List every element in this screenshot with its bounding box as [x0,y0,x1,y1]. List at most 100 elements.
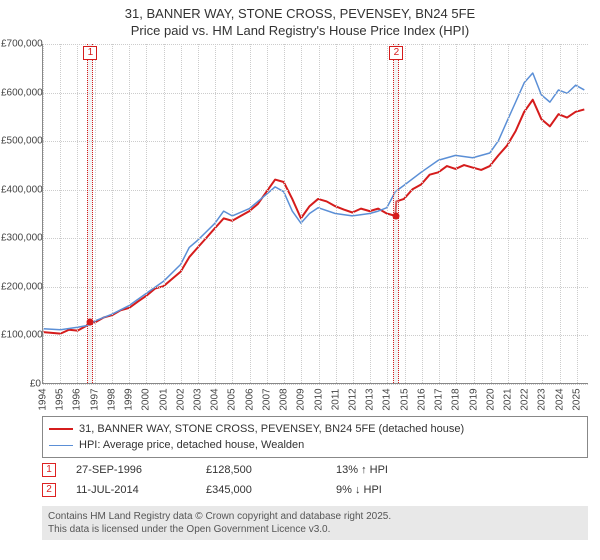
sales-table: 1 27-SEP-1996£128,50013% ↑ HPI 2 11-JUL-201… [42,460,588,500]
x-gridline [284,44,285,383]
event-marker-box: 1 [83,46,97,60]
x-gridline [232,44,233,383]
y-tick-label: £300,000 [1,233,41,244]
x-gridline [353,44,354,383]
footer-line-2: This data is licensed under the Open Gov… [48,523,582,536]
x-tick-label: 2020 [485,388,496,410]
legend-row: 31, BANNER WAY, STONE CROSS, PEVENSEY, B… [49,421,581,437]
x-tick-label: 2021 [503,388,514,410]
x-gridline [577,44,578,383]
x-tick-label: 2014 [382,388,393,410]
x-tick-label: 1997 [89,388,100,410]
footer-attribution: Contains HM Land Registry data © Crown c… [42,506,588,540]
x-gridline [250,44,251,383]
x-tick-label: 2004 [210,388,221,410]
x-gridline [525,44,526,383]
y-tick-label: £100,000 [1,330,41,341]
y-tick-label: £700,000 [1,39,41,50]
y-tick-label: £500,000 [1,136,41,147]
x-gridline [215,44,216,383]
x-gridline [456,44,457,383]
chart-area: £0£100,000£200,000£300,000£400,000£500,0… [42,44,588,404]
sale-index-box: 1 [42,463,56,477]
y-tick-label: £0 [1,379,41,390]
y-tick-label: £400,000 [1,184,41,195]
event-dot [87,318,94,325]
x-gridline [542,44,543,383]
x-tick-label: 2016 [416,388,427,410]
x-tick-label: 2015 [399,388,410,410]
x-tick-label: 2017 [434,388,445,410]
x-tick-label: 2008 [279,388,290,410]
event-marker-box: 2 [389,46,403,60]
x-tick-label: 2013 [365,388,376,410]
legend-swatch [49,428,73,430]
x-gridline [491,44,492,383]
x-gridline [387,44,388,383]
x-gridline [95,44,96,383]
y-tick-label: £600,000 [1,87,41,98]
x-tick-label: 1998 [106,388,117,410]
x-tick-label: 2022 [520,388,531,410]
sale-date: 27-SEP-1996 [76,464,206,476]
x-tick-label: 2001 [158,388,169,410]
x-gridline [267,44,268,383]
y-gridline [43,287,588,288]
x-tick-label: 2011 [330,389,341,411]
x-tick-label: 2005 [227,388,238,410]
series-line-price_paid [43,100,584,334]
x-tick-label: 2002 [175,388,186,410]
y-gridline [43,141,588,142]
x-gridline [129,44,130,383]
event-dot [393,213,400,220]
x-gridline [319,44,320,383]
title-line-1: 31, BANNER WAY, STONE CROSS, PEVENSEY, B… [0,6,600,23]
y-gridline [43,190,588,191]
y-gridline [43,93,588,94]
x-gridline [370,44,371,383]
x-gridline [405,44,406,383]
y-tick-label: £200,000 [1,281,41,292]
x-tick-label: 2010 [313,388,324,410]
x-tick-label: 1996 [72,388,83,410]
sale-price: £345,000 [206,484,336,496]
x-tick-label: 2018 [451,388,462,410]
x-gridline [422,44,423,383]
x-gridline [43,44,44,383]
x-gridline [198,44,199,383]
chart-svg [43,44,588,383]
y-gridline [43,44,588,45]
x-tick-label: 2000 [141,388,152,410]
x-tick-label: 2009 [296,388,307,410]
y-gridline [43,238,588,239]
sale-date: 11-JUL-2014 [76,484,206,496]
sale-price: £128,500 [206,464,336,476]
x-tick-label: 2025 [571,388,582,410]
x-gridline [146,44,147,383]
x-gridline [336,44,337,383]
sale-vs-hpi: 13% ↑ HPI [336,464,466,476]
legend-label: HPI: Average price, detached house, Weal… [79,439,304,451]
sale-vs-hpi: 9% ↓ HPI [336,484,466,496]
plot-region: £0£100,000£200,000£300,000£400,000£500,0… [42,44,588,384]
x-gridline [181,44,182,383]
x-gridline [164,44,165,383]
x-tick-label: 2023 [537,388,548,410]
x-tick-label: 2012 [348,388,359,410]
legend-box: 31, BANNER WAY, STONE CROSS, PEVENSEY, B… [42,416,588,458]
footer-line-1: Contains HM Land Registry data © Crown c… [48,510,582,523]
x-gridline [508,44,509,383]
x-tick-label: 1995 [55,388,66,410]
x-tick-label: 2024 [554,388,565,410]
x-tick-label: 1994 [38,388,49,410]
x-gridline [60,44,61,383]
x-gridline [474,44,475,383]
sale-index-box: 2 [42,483,56,497]
sale-row: 2 11-JUL-2014£345,0009% ↓ HPI [42,480,588,500]
legend-label: 31, BANNER WAY, STONE CROSS, PEVENSEY, B… [79,423,464,435]
title-block: 31, BANNER WAY, STONE CROSS, PEVENSEY, B… [0,0,600,42]
sale-row: 1 27-SEP-1996£128,50013% ↑ HPI [42,460,588,480]
x-tick-label: 2003 [193,388,204,410]
title-line-2: Price paid vs. HM Land Registry's House … [0,23,600,40]
x-gridline [112,44,113,383]
